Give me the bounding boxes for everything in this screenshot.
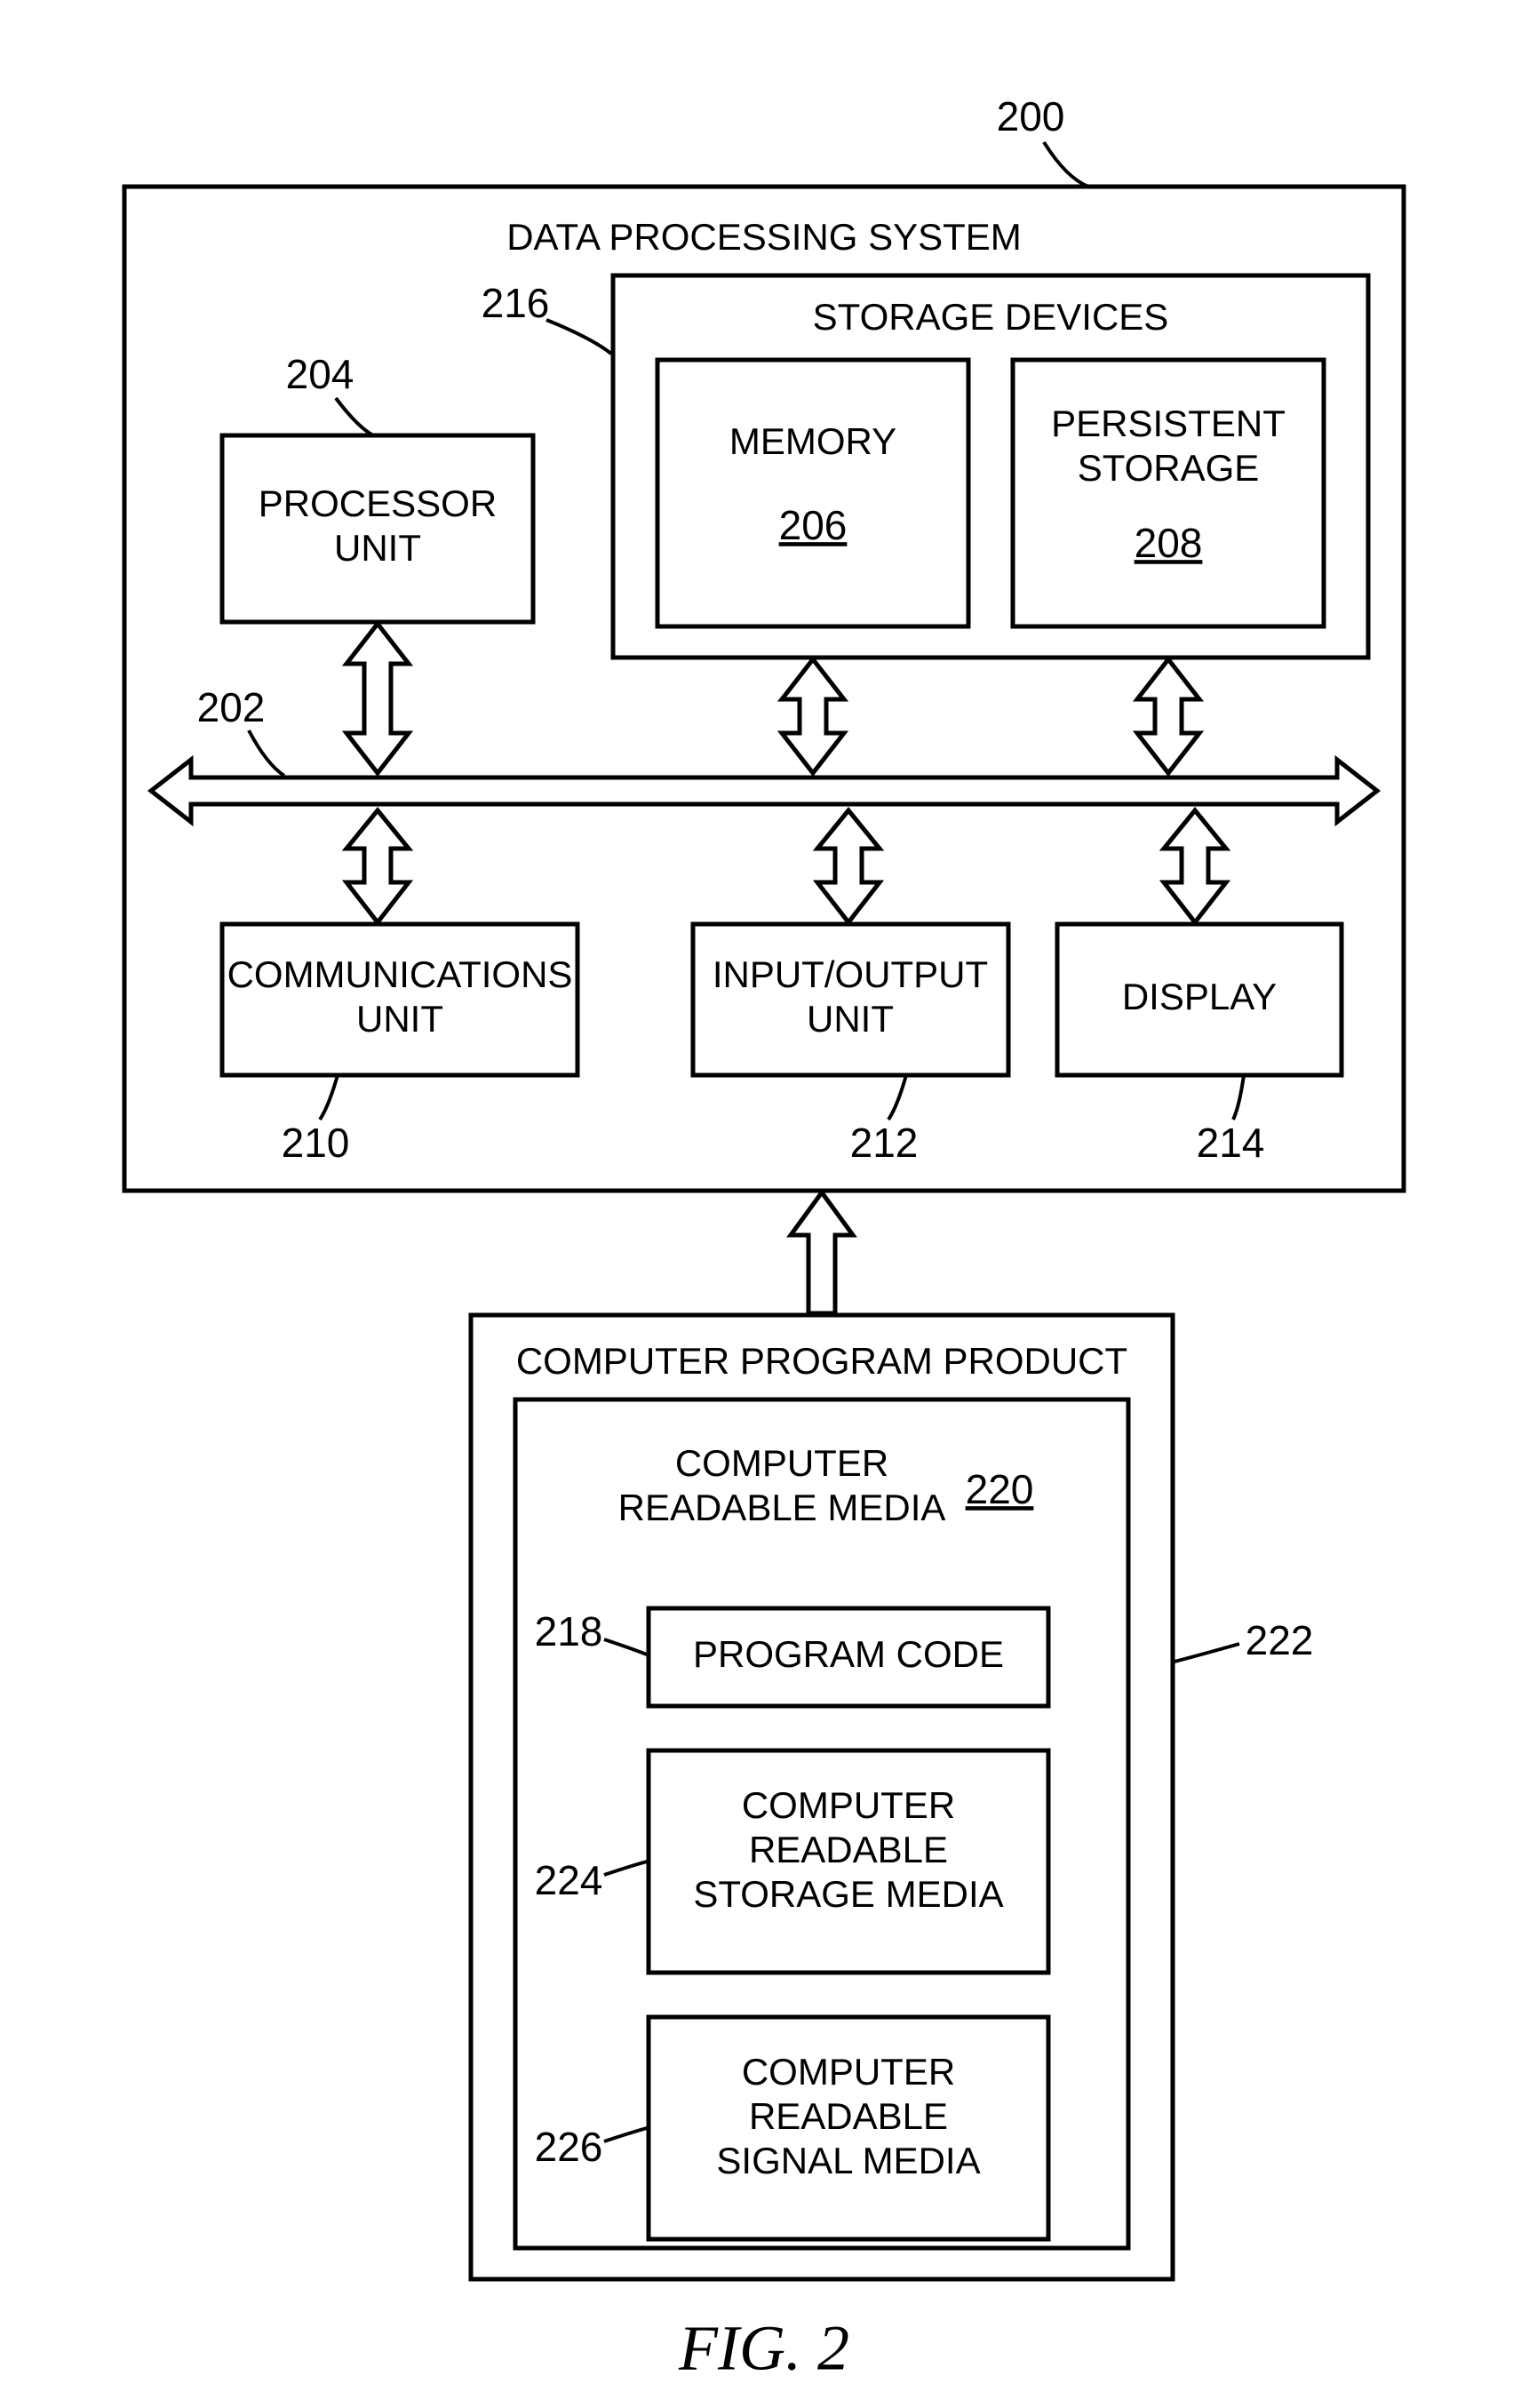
storage-devices-title: STORAGE DEVICES	[813, 296, 1169, 338]
cpp-title: COMPUTER PROGRAM PRODUCT	[516, 1340, 1127, 1382]
ref-206: 206	[779, 502, 848, 548]
processor-l2: UNIT	[334, 527, 421, 569]
figure-caption: FIG. 2	[678, 2313, 849, 2384]
program-code-label: PROGRAM CODE	[693, 1633, 1004, 1675]
crsm-l3: STORAGE MEDIA	[693, 1873, 1003, 1915]
leader-200	[1044, 142, 1088, 187]
dps-title: DATA PROCESSING SYSTEM	[506, 216, 1022, 258]
ref-202: 202	[197, 684, 266, 730]
persistent-storage-box	[1013, 360, 1324, 626]
ref-208: 208	[1135, 520, 1203, 566]
persistent-l2: STORAGE	[1078, 447, 1260, 489]
crm-l1: COMPUTER	[675, 1442, 888, 1484]
io-l1: INPUT/OUTPUT	[713, 953, 988, 995]
ref-212: 212	[850, 1120, 919, 1166]
crsig-l1: COMPUTER	[742, 2051, 955, 2093]
memory-label: MEMORY	[729, 420, 896, 462]
io-l2: UNIT	[807, 998, 894, 1040]
processor-l1: PROCESSOR	[259, 482, 497, 524]
comm-l1: COMMUNICATIONS	[227, 953, 573, 995]
ref-224: 224	[535, 1857, 603, 1903]
ref-218: 218	[535, 1608, 603, 1655]
crsig-l2: READABLE	[749, 2095, 948, 2137]
ref-200: 200	[997, 93, 1065, 140]
display-label: DISPLAY	[1122, 976, 1277, 1017]
ref-222: 222	[1246, 1617, 1314, 1663]
ref-204: 204	[286, 351, 354, 397]
crsm-l2: READABLE	[749, 1829, 948, 1870]
ref-210: 210	[282, 1120, 350, 1166]
ref-214: 214	[1197, 1120, 1265, 1166]
comm-l2: UNIT	[356, 998, 443, 1040]
ref-226: 226	[535, 2124, 603, 2170]
ref-220: 220	[966, 1466, 1034, 1512]
arrow-cpp-to-dps	[791, 1192, 853, 1313]
ref-216: 216	[482, 280, 550, 326]
memory-box	[657, 360, 968, 626]
leader-222	[1175, 1644, 1239, 1662]
crsm-l1: COMPUTER	[742, 1784, 955, 1826]
crm-l2: READABLE MEDIA	[618, 1487, 946, 1528]
persistent-l1: PERSISTENT	[1051, 403, 1286, 444]
crsig-l3: SIGNAL MEDIA	[716, 2140, 980, 2181]
figure-svg: DATA PROCESSING SYSTEM 200 STORAGE DEVIC…	[0, 0, 1529, 2408]
